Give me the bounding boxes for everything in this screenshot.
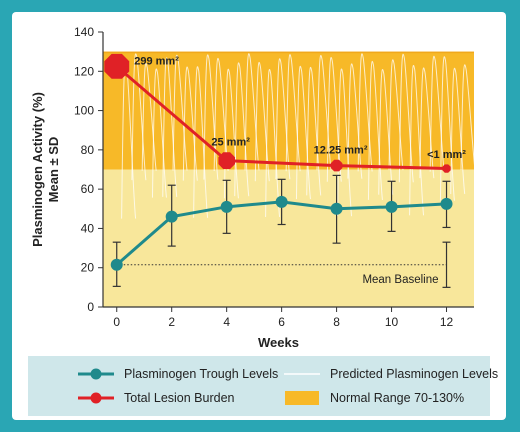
predicted-curve	[337, 68, 353, 217]
predicted-curve	[347, 63, 363, 179]
trough-point	[110, 258, 123, 271]
predicted-curve	[306, 66, 322, 196]
predicted-curve	[131, 53, 147, 181]
legend-item-lesion: Total Lesion Burden	[76, 391, 235, 405]
x-axis-title: Weeks	[258, 335, 299, 350]
below-range-band	[103, 169, 474, 307]
legend: Plasminogen Trough Levels Total Lesion B…	[28, 356, 498, 416]
legend-item-predicted: Predicted Plasminogen Levels	[282, 367, 498, 381]
lesion-data-label: <1 mm²	[427, 149, 466, 161]
y-axis-title-line1: Plasminogen Activity (%)	[30, 92, 45, 247]
y-tick-label: 20	[81, 261, 95, 275]
y-tick-label: 100	[74, 104, 94, 118]
legend-label-lesion: Total Lesion Burden	[124, 391, 235, 405]
normal-range-swatch	[285, 391, 319, 405]
predicted-curve	[439, 56, 455, 201]
x-tick-label: 2	[168, 315, 175, 329]
legend-label-predicted: Predicted Plasminogen Levels	[330, 367, 499, 381]
predicted-curve	[265, 69, 281, 218]
y-tick-label: 60	[81, 182, 95, 196]
trough-point	[275, 195, 288, 208]
predicted-curve	[162, 57, 178, 197]
lesion-swatch	[78, 392, 114, 404]
predicted-curve	[367, 60, 383, 200]
predicted-curve	[203, 54, 219, 180]
y-tick-label: 140	[74, 25, 94, 39]
y-tick-label: 120	[74, 64, 94, 78]
lesion-point	[442, 164, 451, 173]
x-tick-label: 10	[385, 315, 399, 329]
predicted-curve	[275, 58, 291, 180]
predicted-curve	[193, 66, 209, 218]
y-tick-label: 40	[81, 221, 95, 235]
trough-point	[440, 197, 453, 210]
lesion-data-label: 25 mm²	[211, 137, 250, 149]
predicted-curve	[223, 68, 239, 199]
predicted-curve	[151, 68, 167, 198]
trough-point	[385, 200, 398, 213]
legend-item-normal-range: Normal Range 70-130%	[282, 391, 464, 405]
predicted-curve	[409, 65, 425, 216]
chart-area: Mean Baseline 0 20 40 60 80 100 120 140 0 2 4 6 8 10 1…	[30, 25, 476, 350]
trough-point	[330, 202, 343, 215]
legend-item-trough: Plasminogen Trough Levels	[76, 367, 278, 381]
x-tick-label: 4	[223, 315, 230, 329]
lesion-point	[330, 159, 343, 172]
predicted-swatch	[284, 373, 320, 375]
x-tick-label: 6	[278, 315, 285, 329]
trough-point	[220, 200, 233, 213]
predicted-curve	[234, 62, 250, 197]
predicted-curve	[378, 69, 394, 195]
y-tick-label: 80	[81, 143, 95, 157]
trough-swatch	[78, 368, 114, 380]
trough-point	[165, 210, 178, 223]
legend-label-normal-range: Normal Range 70-130%	[330, 391, 465, 405]
legend-label-trough: Plasminogen Trough Levels	[124, 367, 279, 381]
lesion-data-label: 299 mm²	[134, 55, 179, 67]
lesion-data-label: 12.25 mm²	[314, 144, 368, 156]
lesion-point	[104, 53, 130, 79]
lesion-point	[218, 152, 235, 169]
predicted-curve	[460, 64, 476, 171]
x-tick-label: 12	[440, 315, 454, 329]
normal-range-top-edge	[103, 51, 474, 54]
x-tick-label: 0	[113, 315, 120, 329]
lesion-series-line	[115, 65, 447, 171]
y-axis-title-line2: Mean ± SD	[46, 137, 61, 203]
mean-baseline-label: Mean Baseline	[362, 274, 438, 286]
y-tick-label: 0	[87, 300, 94, 314]
chart-frame: Mean Baseline 0 20 40 60 80 100 120 140 0 2 4 6 8 10 1…	[12, 12, 506, 420]
x-tick-label: 8	[333, 315, 340, 329]
predicted-curve	[450, 67, 466, 195]
predicted-curve	[419, 67, 435, 179]
